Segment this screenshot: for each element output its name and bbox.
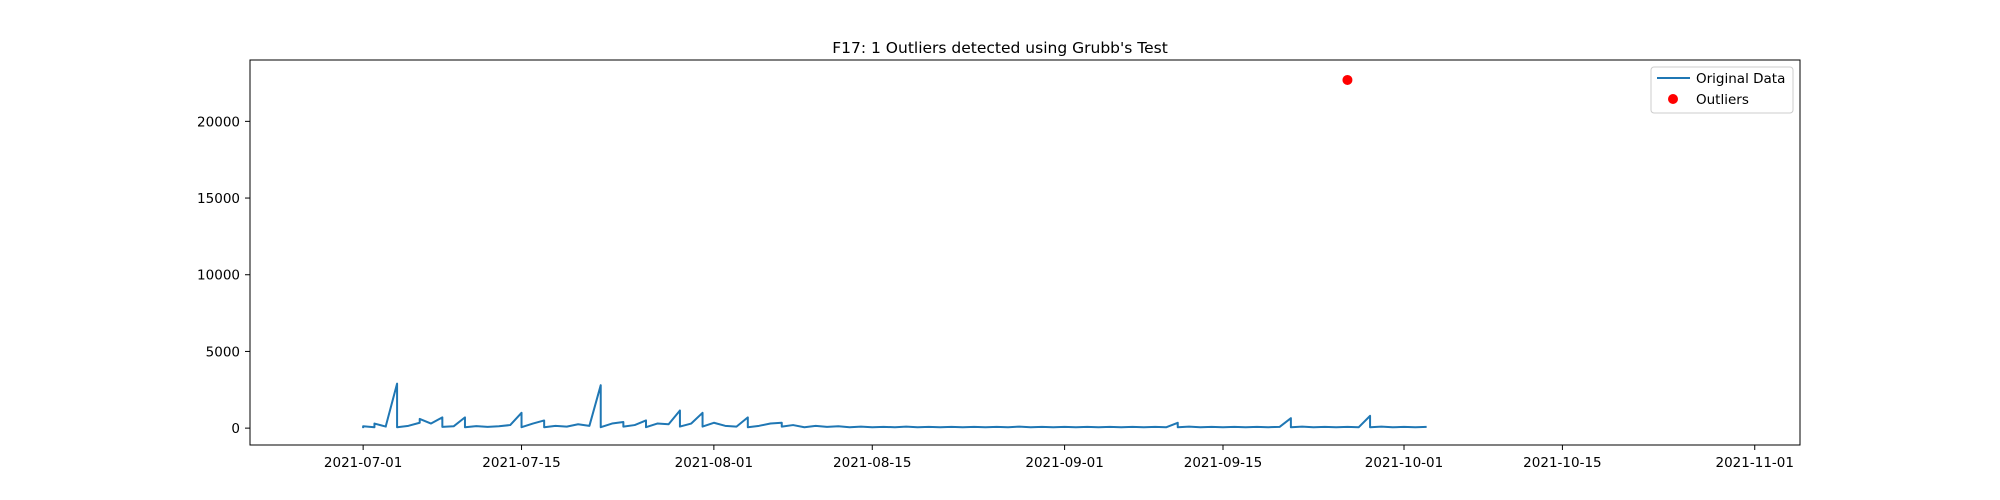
x-tick-label: 2021-07-01 [324, 455, 402, 471]
x-tick-label: 2021-08-15 [833, 455, 911, 471]
x-tick-label: 2021-07-15 [482, 455, 560, 471]
series-line-original-data [362, 382, 1427, 429]
x-tick-label: 2021-11-01 [1716, 455, 1794, 471]
outlier-point [1342, 74, 1353, 85]
y-tick-label: 20000 [197, 114, 240, 130]
y-tick-label: 10000 [197, 268, 240, 284]
y-tick-label: 5000 [206, 344, 240, 360]
legend-label-outliers: Outliers [1696, 92, 1749, 108]
legend: Original Data Outliers [1650, 66, 1794, 114]
x-tick-label: 2021-09-15 [1184, 455, 1262, 471]
x-tick-label: 2021-10-15 [1523, 455, 1601, 471]
legend-outlier-marker [1668, 94, 1678, 104]
y-tick-label: 0 [231, 421, 240, 437]
chart-title: F17: 1 Outliers detected using Grubb's T… [832, 39, 1168, 57]
plot-area [362, 74, 1427, 429]
y-tick-label: 15000 [197, 191, 240, 207]
plot-frame [249, 59, 1801, 446]
x-tick-label: 2021-09-01 [1025, 455, 1103, 471]
y-axis: 0 5000 10000 15000 20000 [197, 114, 250, 437]
x-tick-label: 2021-10-01 [1365, 455, 1443, 471]
x-tick-label: 2021-08-01 [675, 455, 753, 471]
legend-label-original-data: Original Data [1696, 71, 1785, 87]
x-axis: 2021-07-01 2021-07-15 2021-08-01 2021-08-15… [324, 445, 1794, 471]
